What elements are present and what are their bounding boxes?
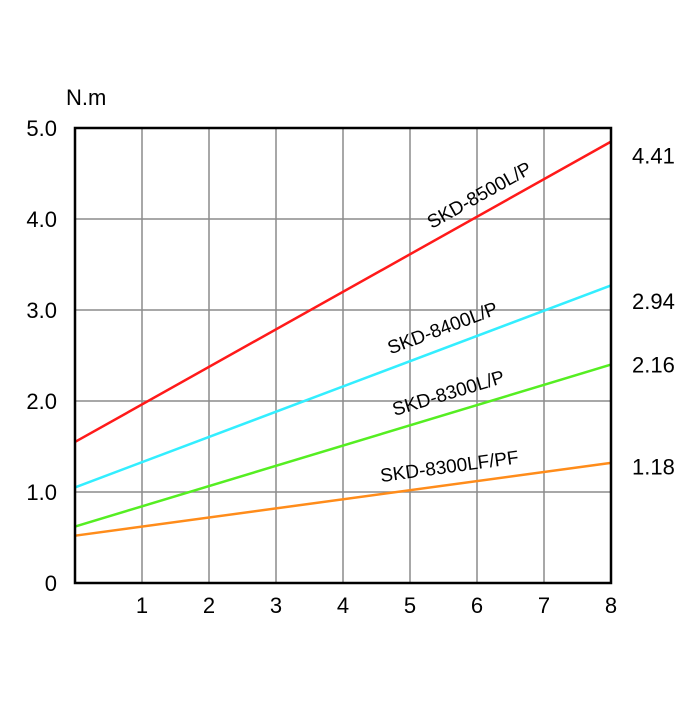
y-tick-label: 4.0: [26, 207, 57, 232]
series-end-value-label: 2.16: [632, 353, 675, 378]
x-tick-label: 3: [270, 593, 282, 618]
series-line: [74, 363, 612, 528]
y-tick-label: 5.0: [26, 116, 57, 141]
x-tick-label: 8: [605, 593, 617, 618]
x-tick-label: 1: [136, 593, 148, 618]
x-tick-label: 6: [471, 593, 483, 618]
series-end-value-label: 4.41: [632, 143, 675, 168]
series-line: [74, 140, 612, 444]
series-name-label: SKD-8500L/P: [424, 158, 536, 233]
x-tick-label: 5: [404, 593, 416, 618]
y-axis-unit-label: N.m: [66, 85, 106, 110]
x-tick-label: 2: [203, 593, 215, 618]
x-tick-label: 4: [337, 593, 349, 618]
x-tick-label: 7: [538, 593, 550, 618]
series-name-label: SKD-8300LF/PF: [379, 447, 520, 487]
series-line: [74, 284, 612, 489]
y-tick-label: 2.0: [26, 389, 57, 414]
series-line: [74, 461, 612, 537]
plot-frame: [73, 126, 613, 585]
y-tick-label: 1.0: [26, 480, 57, 505]
y-tick-label: 3.0: [26, 298, 57, 323]
y-tick-label: 0: [45, 571, 57, 596]
series-end-value-label: 1.18: [632, 455, 675, 480]
series-end-value-label: 2.94: [632, 289, 675, 314]
